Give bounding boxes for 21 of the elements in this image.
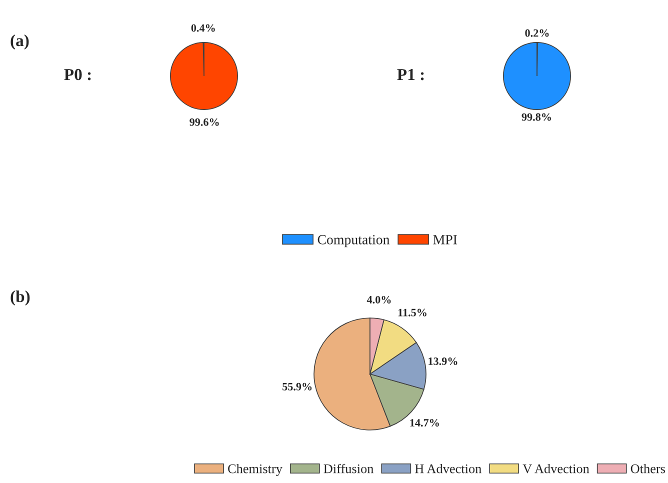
data-label: 0.4% (191, 24, 215, 32)
legend-label: Others (630, 464, 666, 474)
legend-label: H Advection (414, 464, 482, 474)
text: P0 : (64, 68, 91, 80)
legend-label: Diffusion (324, 464, 374, 474)
data-label: 13.9% (428, 357, 458, 366)
legend-label: MPI (433, 235, 458, 244)
data-label: 4.0% (366, 296, 391, 304)
data-label: 14.7% (410, 419, 439, 427)
legend-label: Chemistry (228, 464, 282, 476)
text: (b) (10, 290, 30, 306)
pie-slice (502, 42, 572, 110)
legend-label: Computation (318, 235, 390, 248)
text: (a) (10, 34, 29, 50)
data-label: 99.8% (522, 113, 551, 121)
text: P1 : (397, 69, 424, 80)
legend-label: V Advection (522, 464, 590, 474)
data-label: 99.6% (190, 118, 219, 126)
data-label: 0.2% (525, 29, 549, 37)
data-label: 55.9% (282, 382, 312, 390)
data-label: 11.5% (398, 308, 426, 316)
